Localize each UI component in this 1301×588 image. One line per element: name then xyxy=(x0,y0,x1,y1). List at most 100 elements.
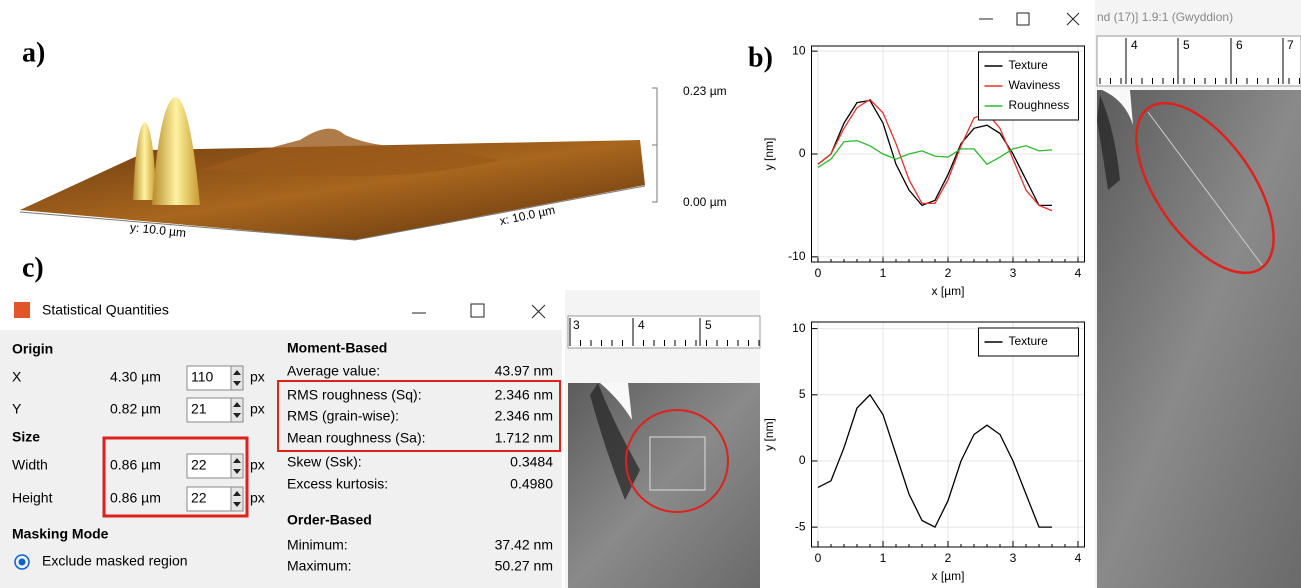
x-axis-title: x [µm] xyxy=(932,569,965,583)
spinner[interactable] xyxy=(230,397,244,423)
x-tick-label: 4 xyxy=(1075,551,1082,565)
field-label: X xyxy=(12,369,22,385)
y-axis-title: y [nm] xyxy=(762,138,776,171)
stat-value: 0.3484 xyxy=(510,454,553,470)
dialog-title: Statistical Quantities xyxy=(42,302,169,318)
stat-label: Mean roughness (Sa): xyxy=(287,430,426,446)
ruler-label: 7 xyxy=(1287,38,1294,52)
spin-arrows xyxy=(233,370,241,386)
stat-label: Excess kurtosis: xyxy=(287,476,388,492)
section-heading: Moment-Based xyxy=(287,340,387,356)
stat-label: RMS (grain-wise): xyxy=(287,408,399,424)
field-value: 0.86 µm xyxy=(110,457,161,473)
spin-arrows xyxy=(233,458,241,474)
ruler-label: 4 xyxy=(1131,38,1138,52)
y-tick-label: -10 xyxy=(788,249,806,263)
input-value: 110 xyxy=(191,369,214,385)
ruler-label: 3 xyxy=(573,318,580,332)
close-button[interactable] xyxy=(531,304,546,319)
close-button[interactable] xyxy=(1066,12,1080,26)
input-box[interactable] xyxy=(186,397,232,423)
x-tick-label: 3 xyxy=(1010,266,1017,280)
stat-value: 2.346 nm xyxy=(495,408,553,424)
stat-value: 1.712 nm xyxy=(495,430,553,446)
section-heading: Origin xyxy=(12,341,53,357)
surface-ridge xyxy=(200,128,500,176)
panel-label: a) xyxy=(22,37,45,68)
x-tick-label: 1 xyxy=(880,551,887,565)
surface-axis xyxy=(19,185,646,241)
z-axis xyxy=(652,87,658,203)
ruler-label: 5 xyxy=(1183,38,1190,52)
plot-frame xyxy=(811,321,1085,548)
legend-label: Texture xyxy=(1009,58,1049,72)
field-label: Height xyxy=(12,490,53,506)
highlight-box xyxy=(277,380,561,452)
bright-spot xyxy=(1102,90,1133,125)
surface-peak xyxy=(133,122,156,200)
stat-label: Maximum: xyxy=(287,558,352,574)
radio-button[interactable] xyxy=(14,554,30,570)
panel-label: c) xyxy=(22,252,44,283)
input-box[interactable] xyxy=(186,486,232,512)
maximize-button[interactable] xyxy=(470,303,485,318)
spinner[interactable] xyxy=(230,453,244,479)
x-tick-label: 1 xyxy=(880,266,887,280)
x-tick-label: 2 xyxy=(945,266,952,280)
stat-label: Average value: xyxy=(287,363,380,379)
y-axis-label: y: 10.0 µm xyxy=(129,220,186,240)
x-tick-label: 3 xyxy=(1010,551,1017,565)
spinner[interactable] xyxy=(230,365,244,391)
afm-image xyxy=(1097,90,1301,588)
title-bar xyxy=(0,290,562,330)
spinner[interactable] xyxy=(230,486,244,512)
x-tick-label: 2 xyxy=(945,551,952,565)
field-value: 0.86 µm xyxy=(110,490,161,506)
field-value: 4.30 µm xyxy=(110,369,161,385)
radio-dot xyxy=(18,558,26,566)
field-label: Y xyxy=(12,401,22,417)
ruler-label: 6 xyxy=(1236,38,1243,52)
stat-value: 43.97 nm xyxy=(495,363,553,379)
dialog: Statistical Quantities Origin X 4.30 µm 110… xyxy=(0,290,562,588)
dark-streak xyxy=(1097,95,1120,190)
x-axis-title: x [µm] xyxy=(932,284,965,298)
legend-label: Roughness xyxy=(1009,98,1070,112)
series-line xyxy=(817,139,1053,168)
y-tick-label: 5 xyxy=(799,387,806,401)
highlight-box xyxy=(102,436,249,518)
legend-label: Texture xyxy=(1009,334,1049,348)
spin-arrows xyxy=(233,402,241,418)
y-tick-label: -5 xyxy=(795,519,806,533)
unit-label: px xyxy=(250,490,265,506)
stat-value: 2.346 nm xyxy=(495,387,553,403)
section-heading: Size xyxy=(12,429,40,445)
y-tick-label: 0 xyxy=(799,453,806,467)
y-axis-title: y [nm] xyxy=(762,418,776,451)
profile-line xyxy=(1147,111,1263,266)
unit-label: px xyxy=(250,369,265,385)
stat-value: 37.42 nm xyxy=(495,537,553,553)
window-title: nd (17)] 1.9:1 (Gwyddion) xyxy=(1097,10,1233,24)
series-line xyxy=(817,99,1052,207)
stat-label: Skew (Ssk): xyxy=(287,454,362,470)
legend-label: Waviness xyxy=(1009,78,1061,92)
input-value: 21 xyxy=(191,401,207,417)
x-tick-label: 0 xyxy=(815,266,822,280)
unit-label: px xyxy=(250,401,265,417)
ruler-label: 4 xyxy=(638,318,645,332)
y-tick-label: 0 xyxy=(799,146,806,160)
surface-peak xyxy=(152,97,200,205)
radio-label: Exclude masked region xyxy=(42,553,188,569)
stat-label: RMS roughness (Sq): xyxy=(287,387,422,403)
dialog-body xyxy=(0,290,562,588)
x-tick-label: 4 xyxy=(1075,266,1082,280)
maximize-button[interactable] xyxy=(1016,12,1030,26)
selection-square xyxy=(649,436,706,491)
selection-ellipse xyxy=(1135,101,1275,275)
stat-value: 50.27 nm xyxy=(495,558,553,574)
selection-circle xyxy=(625,409,729,513)
y-tick-label: 10 xyxy=(792,321,806,335)
input-box[interactable] xyxy=(186,453,232,479)
